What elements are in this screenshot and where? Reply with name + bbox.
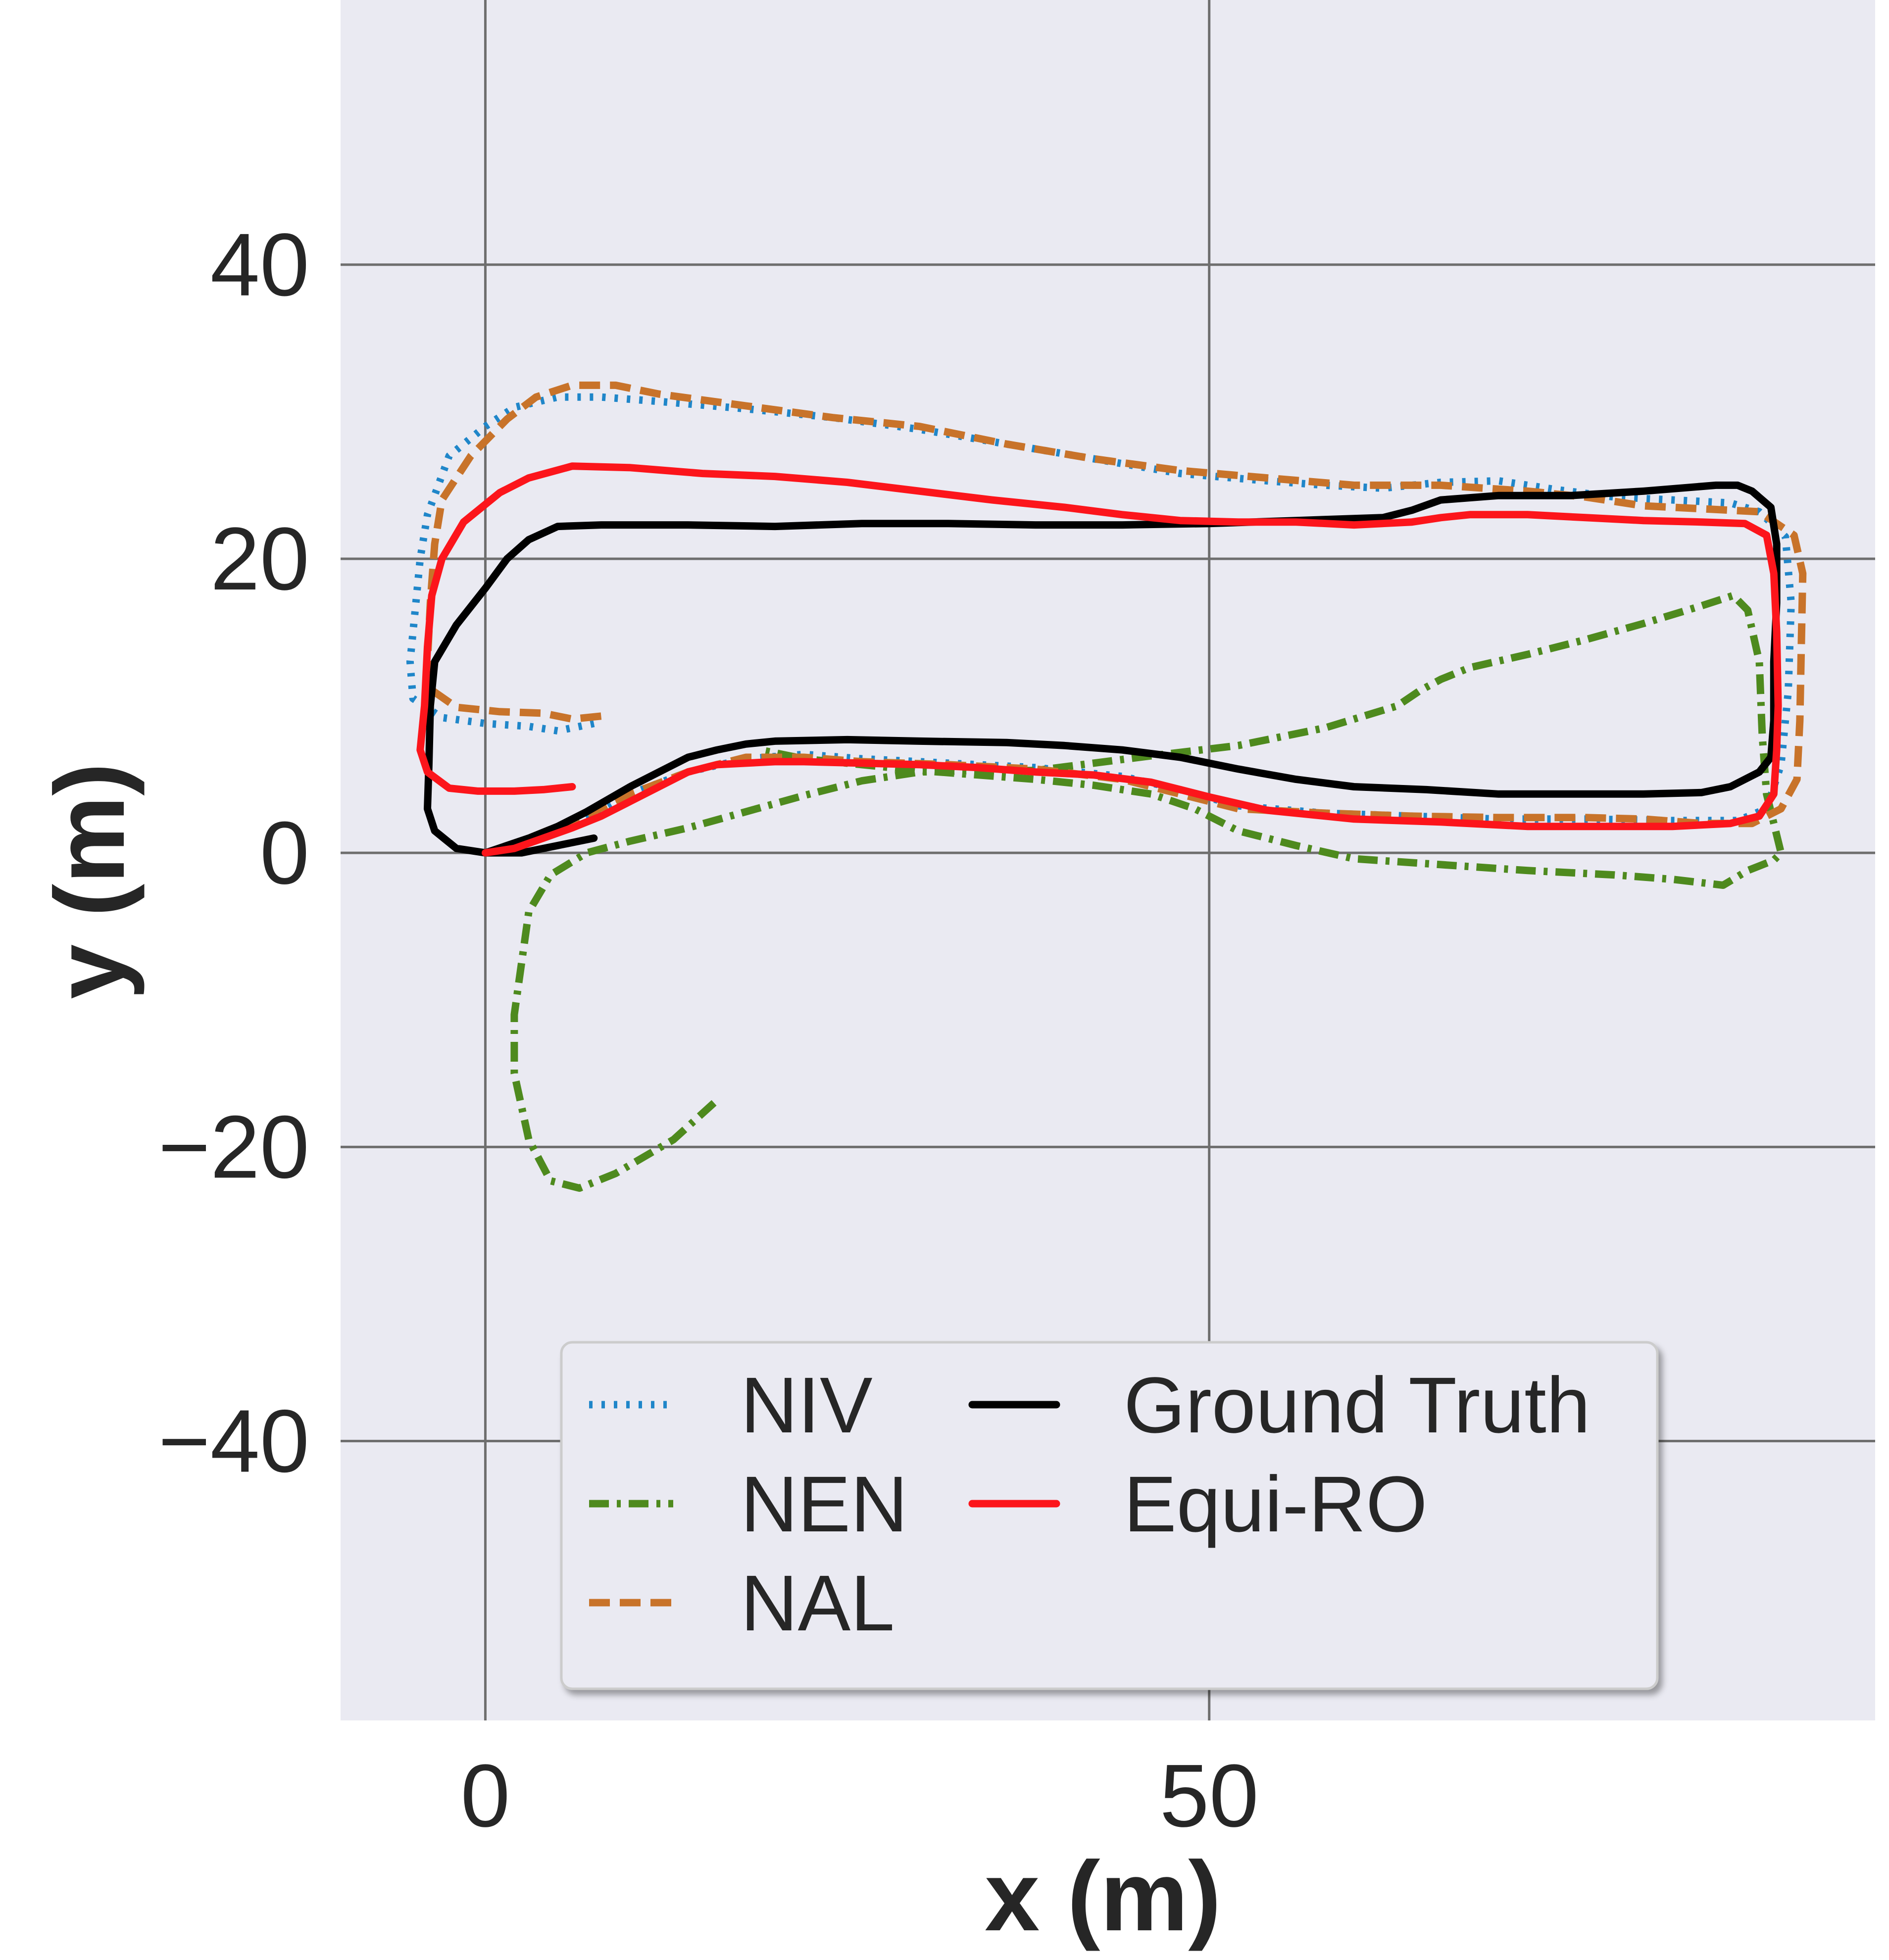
legend-box [560,1341,1659,1690]
y-tick-label: 0 [260,803,309,903]
legend-label: NEN [741,1460,908,1548]
y-tick-label: 20 [210,509,309,609]
legend: NIV NEN NAL Ground Truth Equi-RO [560,1341,1659,1690]
y-tick-label: 40 [210,215,309,315]
tick-labels: 0 50 −40 −20 0 20 40 [158,215,1259,1846]
x-tick-label: 50 [1160,1746,1259,1846]
series-line-equi-ro [416,462,1782,857]
y-tick-label: −40 [158,1392,309,1491]
series-lines [406,381,1807,1192]
legend-label: Equi-RO [1124,1460,1428,1548]
series-line-ground-truth [424,481,1781,857]
legend-label: NAL [741,1559,895,1647]
y-tick-label: −20 [158,1097,309,1197]
x-axis-title: x (m) [985,1841,1221,1952]
legend-label: Ground Truth [1124,1361,1591,1449]
series-line-nen [510,591,1785,1192]
y-axis-title: y (m) [35,763,145,999]
legend-label: NIV [741,1361,873,1449]
x-tick-label: 0 [460,1746,510,1846]
